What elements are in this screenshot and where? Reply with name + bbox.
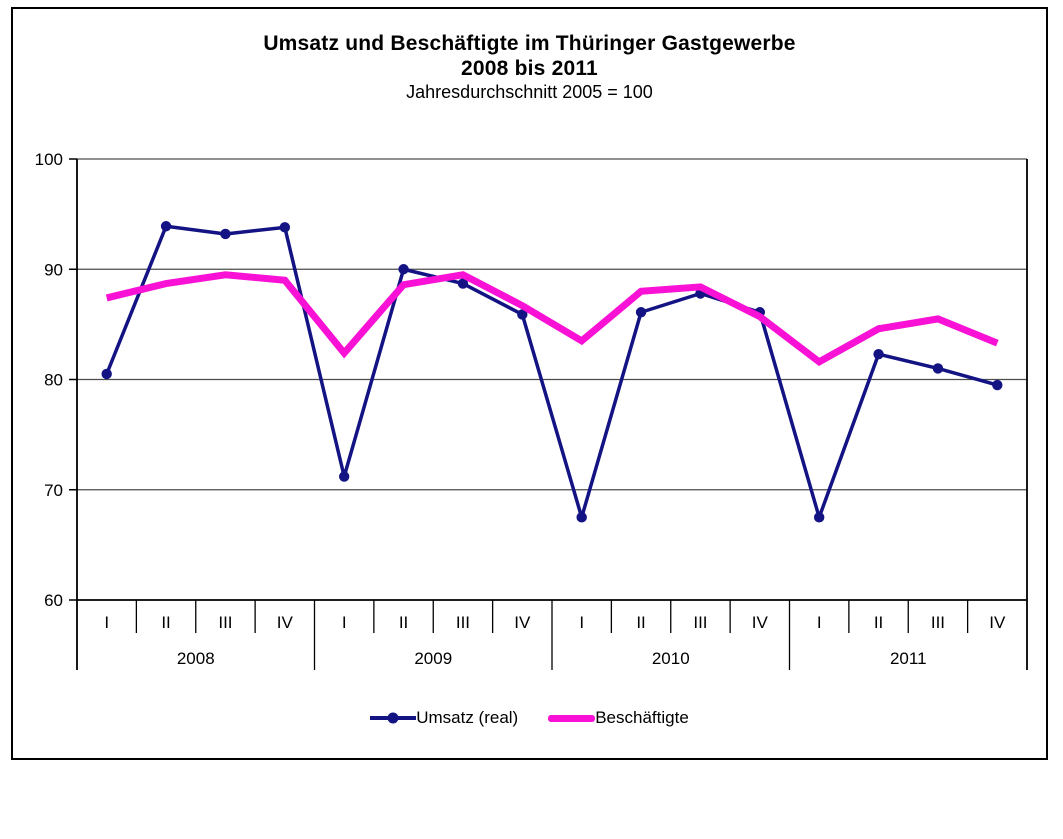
quarter-label: IV — [752, 613, 769, 632]
quarter-label: I — [579, 613, 584, 632]
legend: Umsatz (real) Beschäftigte — [13, 708, 1046, 728]
umsatz-marker — [457, 278, 469, 289]
quarter-label: IV — [514, 613, 531, 632]
quarter-label: IV — [989, 613, 1006, 632]
quarter-label: I — [342, 613, 347, 632]
quarter-label: II — [161, 613, 170, 632]
legend-label-umsatz: Umsatz (real) — [416, 708, 519, 727]
y-tick-label-100: 100 — [35, 150, 63, 169]
chart-title-line2: 2008 bis 2011 — [461, 57, 598, 80]
umsatz-marker — [813, 512, 825, 523]
umsatz-marker — [160, 221, 172, 232]
umsatz-legend-line-icon — [370, 712, 417, 724]
chart-title-block: Umsatz und Beschäftigte im Thüringer Gas… — [13, 31, 1046, 104]
y-tick-label-90: 90 — [44, 260, 63, 279]
umsatz-marker — [101, 368, 112, 380]
umsatz-marker — [279, 222, 291, 233]
legend-label-beschaeftigte: Beschäftigte — [595, 708, 689, 727]
umsatz-marker — [576, 512, 587, 523]
quarter-label: IV — [277, 613, 294, 632]
quarter-label: I — [817, 613, 822, 632]
year-label-2011: 2011 — [890, 649, 927, 668]
quarter-label: III — [931, 613, 945, 632]
umsatz-legend-dot-icon — [387, 712, 399, 724]
umsatz-marker — [220, 228, 231, 240]
chart-title-line1: Umsatz und Beschäftigte im Thüringer Gas… — [263, 32, 796, 55]
umsatz-marker — [873, 348, 884, 360]
legend-item-umsatz: Umsatz (real) — [370, 708, 518, 728]
y-tick-label-60: 60 — [44, 591, 63, 610]
umsatz-marker — [932, 363, 944, 374]
chart-frame: 100 90 80 70 60 I II III IV I II III IV I II III IV I II II… — [11, 7, 1048, 760]
umsatz-line — [104, 224, 1000, 520]
y-tick-label-80: 80 — [44, 371, 63, 390]
umsatz-marker — [338, 471, 350, 482]
umsatz-marker — [398, 264, 409, 275]
legend-item-beschaeftigte: Beschäftigte — [548, 708, 689, 728]
y-tick-label-70: 70 — [44, 481, 63, 500]
quarter-label: III — [218, 613, 232, 632]
year-label-2008: 2008 — [177, 649, 215, 668]
quarter-label: III — [456, 613, 470, 632]
quarter-label: II — [399, 613, 408, 632]
umsatz-marker — [992, 379, 1003, 391]
quarter-label: II — [874, 613, 883, 632]
umsatz-marker — [517, 309, 528, 320]
year-label-2009: 2009 — [414, 649, 452, 668]
beschaeftigte-line — [105, 271, 999, 367]
beschaeftigte-legend-line-icon — [548, 714, 596, 722]
quarter-label: II — [636, 613, 645, 632]
umsatz-marker — [635, 307, 647, 318]
year-label-2010: 2010 — [652, 649, 690, 668]
chart-subtitle: Jahresdurchschnitt 2005 = 100 — [406, 82, 653, 102]
quarter-label: I — [104, 613, 109, 632]
quarter-label: III — [693, 613, 707, 632]
